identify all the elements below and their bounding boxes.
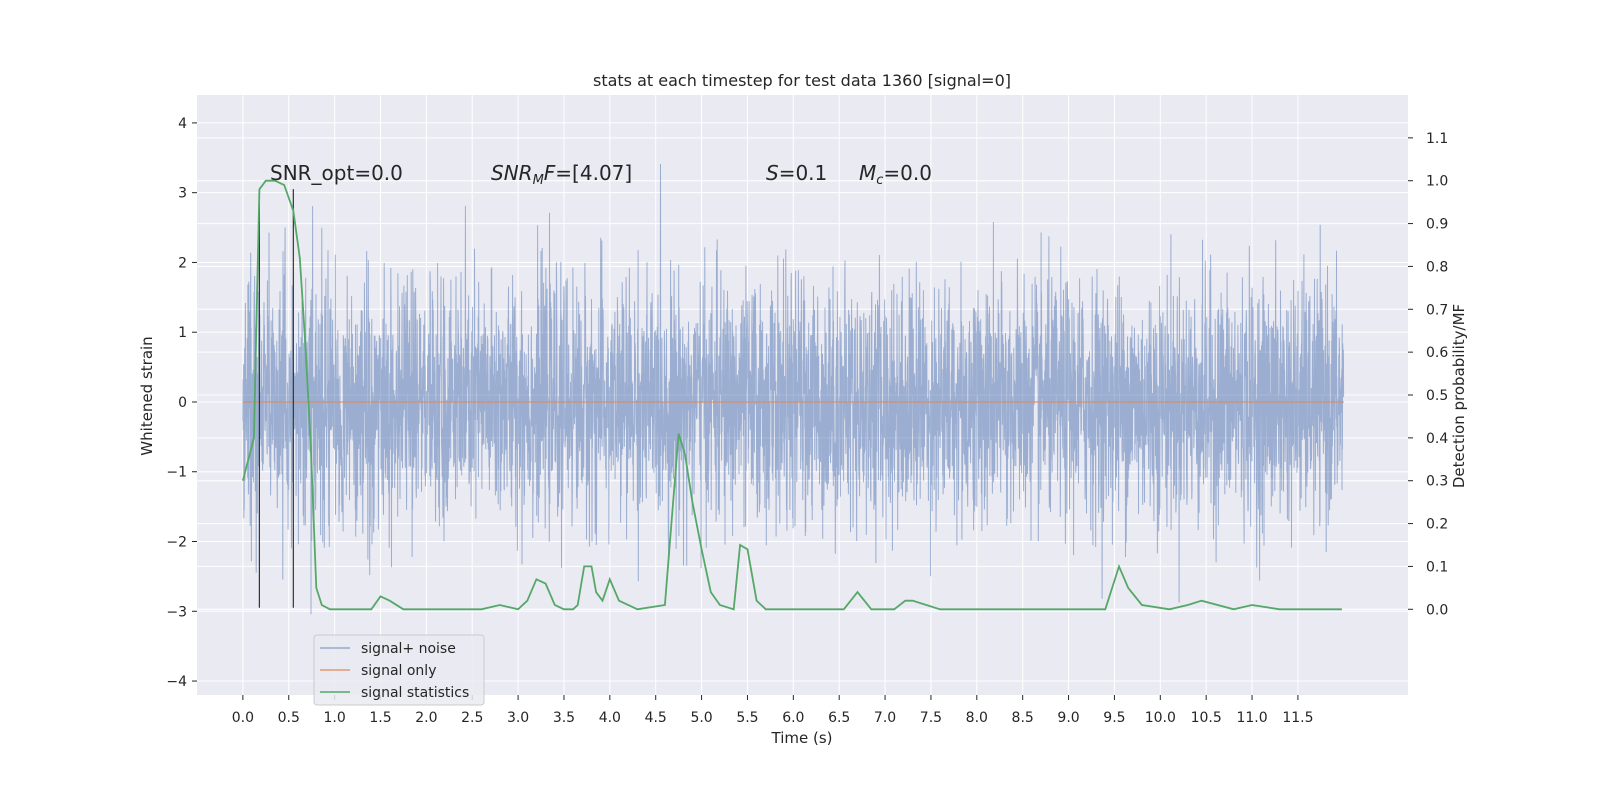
x-tick-label: 5.0 <box>690 710 712 726</box>
y-tick-label: 3 <box>178 186 187 202</box>
x-tick-label: 7.5 <box>920 710 942 726</box>
s-value: =0.1 <box>779 161 828 185</box>
legend-box <box>313 634 485 706</box>
x-tick-label: 10.0 <box>1145 710 1176 726</box>
y-right-tick-label: 0.0 <box>1426 602 1448 618</box>
legend-label-signal-noise: signal+ noise <box>361 641 456 657</box>
y-right-tick-label: 0.2 <box>1426 517 1448 533</box>
series-signal-noise <box>242 163 1345 615</box>
snr-mf-sub: M <box>533 173 544 188</box>
snr-mf-value: =[4.07] <box>555 161 632 185</box>
x-tick-label: 8.0 <box>966 710 988 726</box>
legend-label-signal-only: signal only <box>361 663 436 679</box>
y-right-tick-label: 0.4 <box>1426 431 1448 447</box>
signal-noise-trace <box>242 163 1345 615</box>
y-tick-label: 2 <box>178 255 187 271</box>
y-tick-label: −4 <box>166 674 187 690</box>
y-tick-label: −1 <box>166 465 187 481</box>
x-tick-label: 6.5 <box>828 710 850 726</box>
y-tick-label: 1 <box>178 325 187 341</box>
x-tick-label: 6.0 <box>782 710 804 726</box>
y-right-tick-label: 0.3 <box>1426 474 1448 490</box>
y-right-tick-label: 1.0 <box>1426 174 1448 190</box>
x-tick-label: 5.5 <box>736 710 758 726</box>
x-axis-label: Time (s) <box>771 729 833 747</box>
y-right-tick-label: 0.6 <box>1426 345 1448 361</box>
annotation-mc: Mc=0.0 <box>859 161 932 188</box>
y-right-tick-label: 0.7 <box>1426 302 1448 318</box>
x-tick-label: 2.5 <box>461 710 483 726</box>
annotation-snr-mf: SNRMF=[4.07] <box>491 161 632 188</box>
x-axis-ticks: 0.0 0.5 1.0 1.5 2.0 2.5 3.0 3.5 4.0 4.5 5.0 5.5 6.0 6… <box>232 695 1313 726</box>
signal-statistics-line <box>242 179 1342 611</box>
y-tick-label: −2 <box>166 535 187 551</box>
y-axis-ticks: −4 −3 −2 −1 0 1 2 3 4 <box>166 116 197 690</box>
x-tick-label: 11.5 <box>1282 710 1313 726</box>
mc-value: =0.0 <box>883 161 932 185</box>
snr-mf-f: F <box>544 161 556 185</box>
x-tick-label: 3.5 <box>553 710 575 726</box>
legend: signal+ noise signal only signal statist… <box>313 634 485 706</box>
chart-title: stats at each timestep for test data 136… <box>593 71 1011 90</box>
snr-mf-base: SNR <box>491 161 533 185</box>
y-right-tick-label: 0.9 <box>1426 217 1448 233</box>
x-tick-label: 11.0 <box>1236 710 1267 726</box>
x-tick-label: 1.5 <box>369 710 391 726</box>
y-tick-label: 4 <box>178 116 187 132</box>
y-axis-label: Whitened strain <box>138 336 156 455</box>
x-tick-label: 2.0 <box>415 710 437 726</box>
mc-subscript: c <box>876 173 883 188</box>
y-right-tick-label: 0.1 <box>1426 559 1448 575</box>
x-tick-label: 9.0 <box>1057 710 1079 726</box>
x-tick-label: 4.0 <box>599 710 621 726</box>
y-axis-right-ticks: 0.0 0.1 0.2 0.3 0.4 0.5 0.6 0.7 0.8 0.9 1.0 1.1 <box>1408 131 1448 618</box>
y-right-tick-label: 0.5 <box>1426 388 1448 404</box>
legend-label-signal-statistics: signal statistics <box>361 685 469 701</box>
y-right-tick-label: 0.8 <box>1426 259 1448 275</box>
x-tick-label: 0.0 <box>232 710 254 726</box>
mc-symbol: M <box>859 161 876 185</box>
x-tick-label: 1.0 <box>323 710 345 726</box>
s-symbol: S <box>766 161 779 185</box>
x-tick-label: 8.5 <box>1012 710 1034 726</box>
series-lines <box>242 179 1344 611</box>
y-axis-right-label: Detection probability/MF <box>1450 304 1468 488</box>
x-tick-label: 0.5 <box>278 710 300 726</box>
x-tick-label: 7.0 <box>874 710 896 726</box>
annotation-s: S=0.1 <box>766 161 827 185</box>
y-tick-label: −3 <box>166 604 187 620</box>
annotation-snr-opt: SNR_opt=0.0 <box>270 161 403 185</box>
x-tick-label: 4.5 <box>645 710 667 726</box>
y-right-tick-label: 1.1 <box>1426 131 1448 147</box>
x-tick-label: 9.5 <box>1103 710 1125 726</box>
x-tick-label: 3.0 <box>507 710 529 726</box>
y-tick-label: 0 <box>178 395 187 411</box>
x-tick-label: 10.5 <box>1191 710 1222 726</box>
